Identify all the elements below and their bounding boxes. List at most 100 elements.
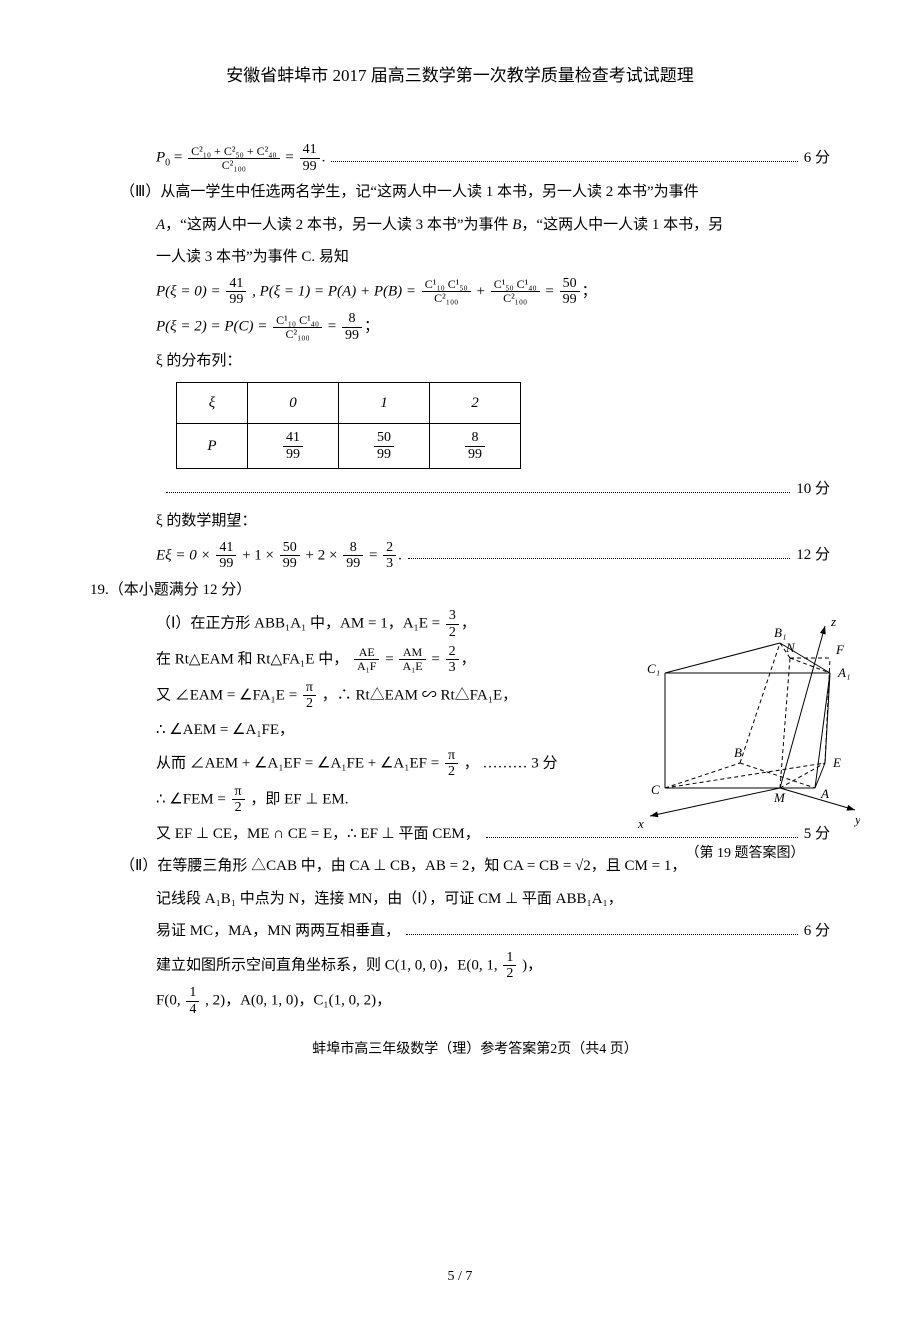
p-xi1-t1n: C¹₁₀ C¹₅₀ — [422, 278, 471, 292]
c2: ， — [461, 651, 476, 667]
q19-l2f2d: A₁E — [399, 660, 425, 673]
table-header-cell: 0 — [248, 382, 339, 424]
exp-t1n: 41 — [216, 540, 236, 556]
semi2: ； — [364, 319, 379, 335]
page-title: 安徽省蚌埠市 2017 届高三数学第一次教学质量检查考试试题理 — [90, 60, 830, 92]
eq6: = — [385, 651, 397, 667]
c1: ， — [461, 616, 476, 632]
q19-p2-l5: F(0, 14 , 2)，A(0, 1, 0)，C₁(1, 0, 2)， — [156, 985, 830, 1017]
svg-text:z: z — [830, 618, 836, 629]
page-number: 5 / 7 — [90, 1264, 830, 1291]
q19-l2rn: 2 — [446, 644, 459, 660]
eq-p0-line: P0 = C²₁₀ + C²₅₀ + C²₄₀C²₁₀₀ = 4199. 6 分 — [156, 142, 830, 174]
q19-l6: ∴ ∠FEM = π2 ，即 EF ⊥ EM. — [156, 784, 601, 816]
p-xi2-n: C¹₁₀ C¹₄₀ — [273, 314, 322, 328]
half-n: 1 — [503, 950, 516, 966]
q19-l7a: 又 EF ⊥ CE，ME ∩ CE = E，∴ EF ⊥ 平面 CEM， — [156, 820, 480, 849]
q19-head: 19.（本小题满分 12 分） — [90, 576, 830, 605]
q19-p2-l4b: )， — [522, 957, 542, 973]
content-body: P0 = C²₁₀ + C²₅₀ + C²₄₀C²₁₀₀ = 4199. 6 分… — [90, 142, 830, 1063]
p0-rnum: 41 — [300, 142, 320, 158]
p-xi1-lhs: , P(ξ = 1) = P(A) + P(B) = — [252, 283, 416, 299]
eq-sign-1: = — [174, 150, 186, 166]
table-header-cell: 1 — [339, 382, 430, 424]
exp-m2: + 2 × — [306, 547, 338, 563]
score-6b: 6 分 — [804, 917, 830, 946]
q19-l5b: ， ……… 3 分 — [464, 755, 558, 771]
exp-rn: 2 — [383, 540, 396, 556]
exp-t2d: 99 — [280, 556, 300, 571]
q19-l2f2n: AM — [399, 646, 425, 660]
q19-l5: 从而 ∠AEM + ∠A₁EF = ∠A₁FE + ∠A₁EF = π2 ， …… — [156, 748, 601, 780]
q19-l2rd: 3 — [446, 660, 459, 675]
exp-lhs: Eξ = 0 × — [156, 547, 211, 563]
exp-t3n: 8 — [343, 540, 363, 556]
pi2n1: π — [303, 680, 316, 696]
eq-sign-2: = — [285, 150, 297, 166]
p-xi1-rd: 99 — [560, 292, 580, 307]
table-header-cell: 2 — [430, 382, 521, 424]
q19-l3: 又 ∠EAM = ∠FA₁E = π2 ，∴ Rt△EAM ∽ Rt△FA₁E， — [156, 680, 601, 712]
pi2d3: 2 — [232, 800, 245, 815]
q19-l2a: 在 Rt△EAM 和 Rt△FA₁E 中， — [156, 651, 348, 667]
half-d: 2 — [503, 966, 516, 981]
q19-l4: ∴ ∠AEM = ∠A₁FE， — [156, 716, 601, 745]
q19-l2f1d: A₁F — [354, 660, 380, 673]
page-footer: 蚌埠市高三年级数学（理）参考答案第2页（共4 页） — [120, 1037, 830, 1064]
plus1: + — [476, 283, 488, 299]
pi2n3: π — [232, 784, 245, 800]
quart-d: 4 — [186, 1002, 199, 1017]
p0-num: C²₁₀ + C²₅₀ + C²₄₀ — [188, 145, 279, 159]
q19-p2-l5b: , 2)，A(0, 1, 0)，C₁(1, 0, 2)， — [205, 993, 391, 1009]
exp-t1d: 99 — [216, 556, 236, 571]
p0-period: . — [322, 150, 326, 166]
p0-sub: 0 — [165, 158, 170, 169]
q19-p2-l3t: 易证 MC，MA，MN 两两互相垂直， — [156, 917, 400, 946]
dist-label: ξ 的分布列： — [156, 347, 830, 376]
q19-l3b: ，∴ Rt△EAM ∽ Rt△FA₁E， — [322, 687, 517, 703]
q19-p2-l2: 记线段 A₁B₁ 中点为 N，连接 MN，由（Ⅰ），可证 CM ⊥ 平面 ABB… — [156, 885, 830, 914]
p-xi0-lhs: P(ξ = 0) = — [156, 283, 221, 299]
svg-text:N: N — [785, 640, 796, 655]
table-cell: 5099 — [339, 424, 430, 469]
figure-caption: （第 19 题答案图） — [630, 841, 860, 868]
table-cell: 4199 — [248, 424, 339, 469]
part3-l1: （Ⅲ）从高一学生中任选两名学生，记“这两人中一人读 1 本书，另一人读 2 本书… — [120, 178, 830, 207]
q19-l2: 在 Rt△EAM 和 Rt△FA₁E 中， AEA₁F = AMA₁E = 23… — [156, 644, 601, 676]
q19-l1: （Ⅰ）在正方形 ABB₁A₁ 中，AM = 1，A₁E = 32， — [156, 608, 601, 640]
q19-l6a: ∴ ∠FEM = — [156, 791, 230, 807]
svg-text:F: F — [835, 642, 845, 657]
exp-eq-line: Eξ = 0 × 4199 + 1 × 5099 + 2 × 899 = 23.… — [156, 540, 830, 572]
p-xi1-t2d: C²₁₀₀ — [491, 292, 540, 305]
p-xi1-t2n: C¹₅₀ C¹₄₀ — [491, 278, 540, 292]
p-xi-01-line: P(ξ = 0) = 41 99 , P(ξ = 1) = P(A) + P(B)… — [156, 276, 830, 308]
svg-text:B₁: B₁ — [774, 625, 786, 640]
eq-sign-5: = — [369, 547, 381, 563]
pi2n2: π — [445, 748, 458, 764]
q19-p2-l4: 建立如图所示空间直角坐标系，则 C(1, 0, 0)，E(0, 1, 12 )， — [156, 950, 830, 982]
score10-line: 10 分 — [156, 475, 830, 504]
p-xi2-lhs: P(ξ = 2) = P(C) = — [156, 319, 271, 335]
semi1: ； — [582, 283, 597, 299]
pi2d1: 2 — [303, 696, 316, 711]
p-xi2-line: P(ξ = 2) = P(C) = C¹₁₀ C¹₄₀C²₁₀₀ = 899； — [156, 311, 830, 343]
exp-t2n: 50 — [280, 540, 300, 556]
dot-leader — [331, 147, 797, 162]
svg-text:A: A — [820, 786, 829, 801]
q19-answer-figure: xyzCBAMEC₁B₁A₁NF （第 19 题答案图） — [630, 618, 860, 867]
p-xi0-num: 41 — [226, 276, 246, 292]
svg-text:M: M — [773, 790, 786, 805]
q19-l2f1n: AE — [354, 646, 380, 660]
part3-l2: ，“这两人中一人读 2 本书，另一人读 3 本书”为事件 B，“这两人中一人读 … — [165, 217, 723, 233]
svg-text:A₁: A₁ — [837, 665, 850, 680]
svg-text:C₁: C₁ — [647, 661, 660, 676]
p0-rden: 99 — [300, 159, 320, 174]
q19-p2-l3: 易证 MC，MA，MN 两两互相垂直， 6 分 — [156, 917, 830, 946]
table-header-cell: ξ — [177, 382, 248, 424]
q19-l1d: 2 — [446, 625, 459, 640]
q19-p2-l5a: F(0, — [156, 993, 184, 1009]
q19-l1a: （Ⅰ）在正方形 ABB₁A₁ 中，AM = 1，A₁E = — [156, 616, 444, 632]
distribution-table: ξ012P41995099899 — [176, 382, 521, 469]
p-xi2-d: C²₁₀₀ — [273, 328, 322, 341]
p0-den: C²₁₀₀ — [188, 159, 279, 172]
